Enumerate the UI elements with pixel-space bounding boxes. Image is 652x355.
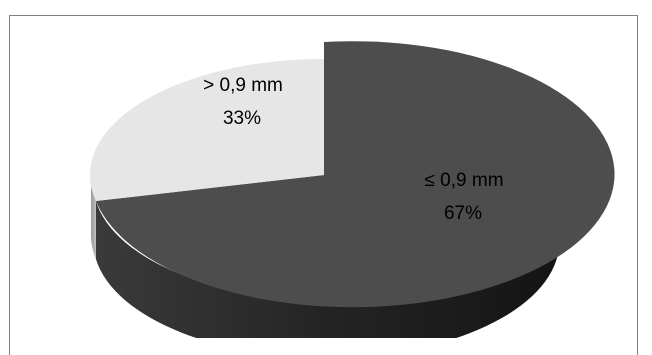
pie-side-light: [90, 175, 96, 259]
pie-chart: > 0,9 mm 33% ≤ 0,9 mm 67%: [89, 41, 615, 338]
slice-percent-le: 67%: [444, 203, 482, 224]
slice-label-gt: > 0,9 mm: [203, 75, 283, 96]
pie-slice-top-large: [95, 41, 615, 308]
chart-frame: [9, 15, 638, 355]
slice-label-le: ≤ 0,9 mm: [424, 170, 503, 191]
pie-slice-top-small: [89, 58, 324, 201]
slice-percent-gt: 33%: [223, 108, 261, 129]
